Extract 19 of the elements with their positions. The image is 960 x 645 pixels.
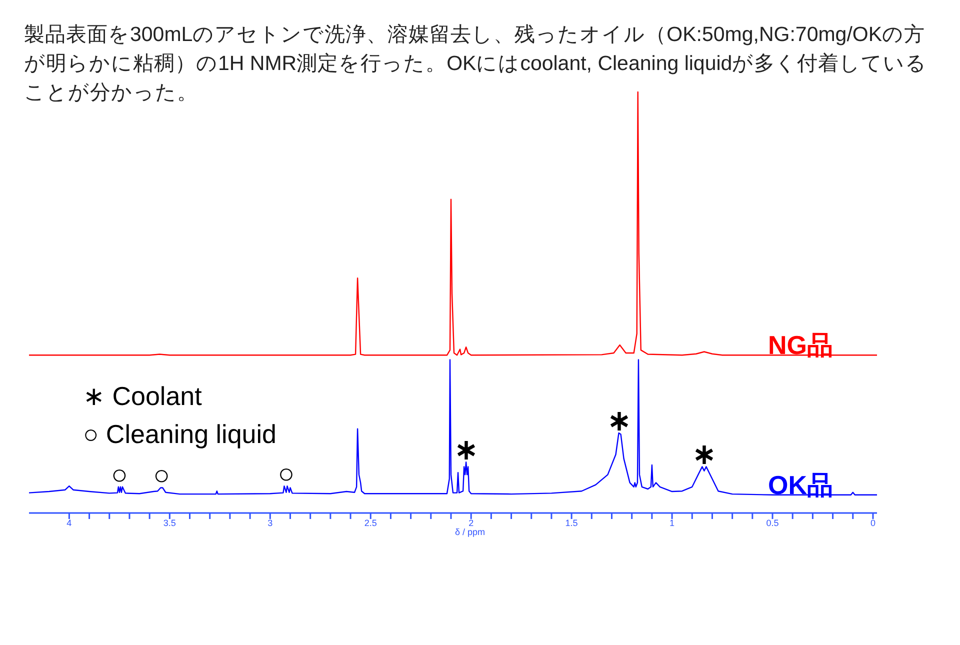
annotation: ○	[153, 460, 170, 491]
x-tick-label: 3.5	[163, 518, 176, 528]
annotation: ∗	[607, 405, 630, 436]
annotation: ∗	[692, 438, 716, 470]
annotation: ∗	[454, 434, 478, 466]
annotation: ∗ Coolant	[83, 381, 203, 411]
x-tick-label: 3	[268, 518, 273, 528]
annotation: ○	[110, 458, 128, 490]
x-tick-label: 1.5	[565, 518, 578, 528]
x-axis-title: δ / ppm	[454, 527, 486, 537]
x-tick-label: 2.5	[364, 518, 377, 528]
annotation: ○	[278, 458, 295, 490]
x-tick-label: 4	[66, 518, 72, 528]
x-tick-label: 0.5	[766, 518, 779, 528]
chart-title: 製品表面を300mLのアセトンで洗浄、溶媒留去し、残ったオイル（OK:50mg,NG:70mg/OKの方が明らかに粘稠）の1H NMR測定を行った。OKにはcoolant, Cleaning liquidが多く付着していることが分かった。	[24, 22, 928, 106]
x-tick-label: 2	[468, 518, 474, 528]
x-tick-label: 1	[670, 518, 675, 528]
annotation: ○ Cleaning liquid	[83, 419, 276, 449]
x-tick-label: 0	[870, 518, 876, 528]
